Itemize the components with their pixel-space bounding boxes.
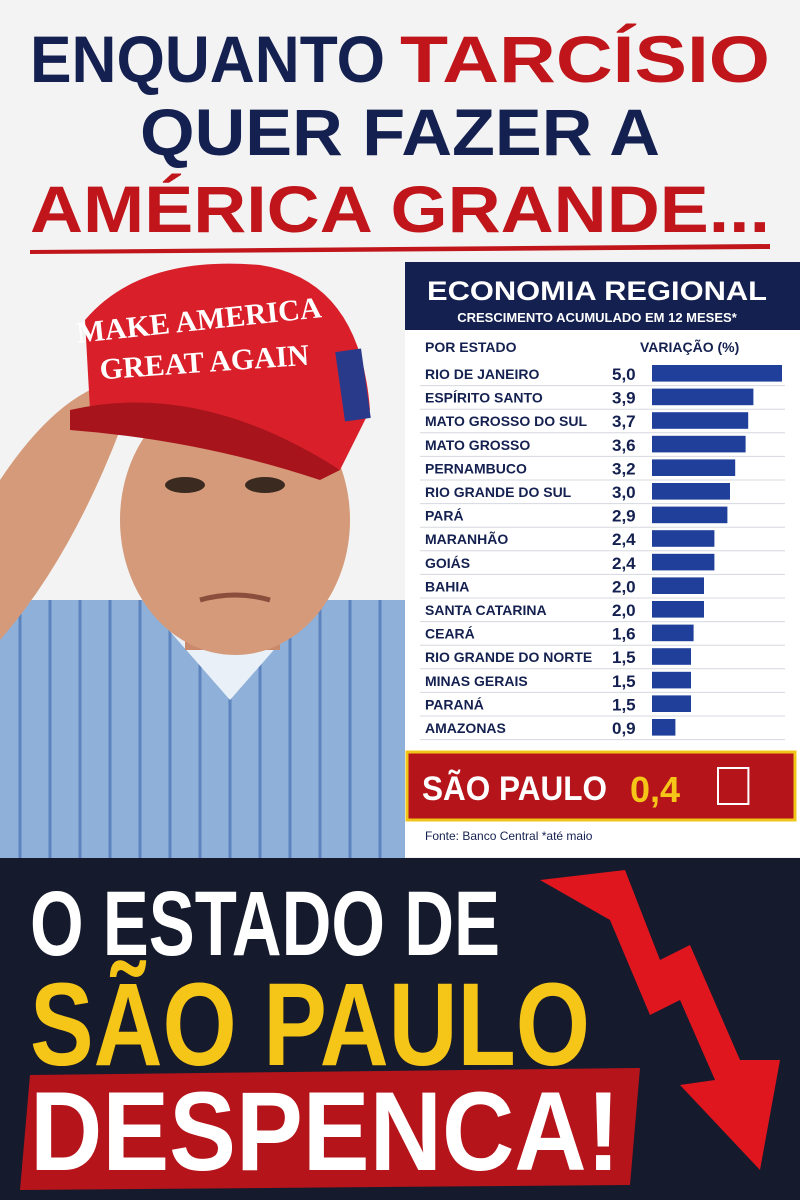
bar xyxy=(652,601,704,618)
column-header: VARIAÇÃO (%) xyxy=(640,338,739,355)
chart-rows: RIO DE JANEIRO 5,0 ESPÍRITO SANTO 3,9 MATO G… xyxy=(420,365,785,741)
highlight-bar xyxy=(717,767,750,805)
bar xyxy=(652,459,736,476)
value-label: 1,6 xyxy=(612,625,636,644)
value-label: 3,9 xyxy=(612,389,636,408)
headline: TARCÍSIO xyxy=(400,22,770,96)
value-label: 3,2 xyxy=(612,459,636,478)
bar xyxy=(652,553,715,571)
value-label: 1,5 xyxy=(612,648,636,667)
category-label: MATO GROSSO xyxy=(425,437,530,453)
bar xyxy=(652,388,754,406)
category-label: ESPÍRITO SANTO xyxy=(425,390,543,406)
headline: ENQUANTO xyxy=(30,22,385,96)
bar xyxy=(652,719,676,736)
bar xyxy=(652,695,691,712)
category-label: AMAZONAS xyxy=(425,720,506,736)
source: Fonte: Banco Central *até maio xyxy=(425,829,593,843)
highlight-category: SÃO PAULO xyxy=(422,770,607,808)
value-label: 1,5 xyxy=(612,672,636,691)
category-label: PARANÁ xyxy=(425,696,484,712)
value-label: 0,9 xyxy=(612,719,636,738)
value-label: 2,0 xyxy=(612,601,636,620)
highlight-box xyxy=(405,750,797,822)
falling-arrow xyxy=(540,870,780,1170)
bar xyxy=(652,648,691,665)
category-label: MARANHÃO xyxy=(425,530,508,547)
bar xyxy=(652,530,715,547)
chart-subtitle: CRESCIMENTO ACUMULADO EM 12 MESES* xyxy=(457,310,737,325)
value-label: 2,0 xyxy=(612,577,636,596)
category-label: GOIÁS xyxy=(425,555,470,571)
category-label: SANTA CATARINA xyxy=(425,602,547,618)
footer-text: DESPENCA! xyxy=(30,1069,620,1194)
chart-title: ECONOMIA REGIONAL xyxy=(427,276,767,306)
value-label: 3,6 xyxy=(612,436,636,455)
bar xyxy=(652,671,691,689)
footer-text: O ESTADO DE xyxy=(30,873,500,975)
bar xyxy=(652,577,704,594)
chart-header xyxy=(405,262,800,330)
footer-text: SÃO PAULO xyxy=(30,959,590,1091)
value-label: 3,0 xyxy=(612,483,636,502)
portrait: MAKE AMERICA GREAT AGAIN xyxy=(0,263,405,858)
footer-banner xyxy=(20,1068,640,1190)
category-label: CEARÁ xyxy=(425,626,475,642)
bar xyxy=(652,365,782,382)
headline: QUER FAZER A xyxy=(140,95,660,169)
value-label: 1,5 xyxy=(612,695,636,714)
category-label: RIO DE JANEIRO xyxy=(425,366,539,382)
category-label: PERNAMBUCO xyxy=(425,460,527,476)
value-label: 3,7 xyxy=(612,412,636,431)
value-label: 2,4 xyxy=(612,554,636,573)
bar xyxy=(652,624,694,642)
bar xyxy=(652,483,730,500)
value-label: 5,0 xyxy=(612,365,636,384)
value-label: 2,9 xyxy=(612,507,636,526)
bar xyxy=(652,412,749,429)
bar xyxy=(652,435,746,453)
category-label: MINAS GERAIS xyxy=(425,673,528,689)
category-label: BAHIA xyxy=(425,578,469,594)
column-header: POR ESTADO xyxy=(425,339,517,355)
value-label: 2,4 xyxy=(612,530,636,549)
category-label: RIO GRANDE DO NORTE xyxy=(425,649,592,665)
underline xyxy=(30,244,770,254)
category-label: RIO GRANDE DO SUL xyxy=(425,484,572,500)
highlight-value: 0,4 xyxy=(630,769,680,810)
category-label: PARÁ xyxy=(425,508,464,524)
category-label: MATO GROSSO DO SUL xyxy=(425,413,587,429)
headline: AMÉRICA GRANDE... xyxy=(30,172,770,246)
bar xyxy=(652,506,728,524)
